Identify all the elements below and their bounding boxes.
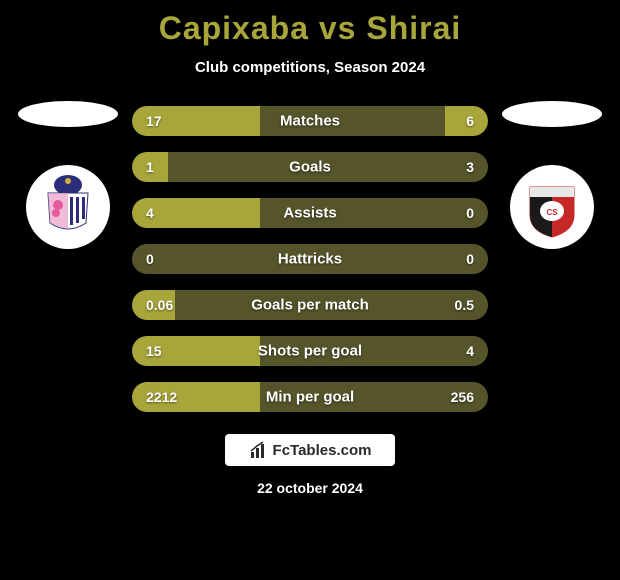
vs-text: vs [319,10,357,46]
player2-club-crest: CS [510,165,594,249]
player2-name: Shirai [366,10,461,46]
stat-value-right: 256 [451,389,474,405]
stat-value-right: 6 [466,113,474,129]
stat-label: Matches [280,113,340,130]
stat-value-left: 2212 [146,389,177,405]
stat-value-left: 17 [146,113,162,129]
brand-name: FcTables.com [273,442,372,459]
stat-bar-row: 17 Matches 6 [132,106,488,136]
subtitle: Club competitions, Season 2024 [0,59,620,76]
player1-silhouette [18,101,118,127]
date-label: 22 october 2024 [0,480,620,496]
stat-value-left: 0.06 [146,297,173,313]
svg-text:CS: CS [546,208,558,217]
stat-label: Goals [289,159,331,176]
chart-icon [249,440,269,460]
stat-value-right: 3 [466,159,474,175]
stat-bar-row: 0.06 Goals per match 0.5 [132,290,488,320]
player2-column: CS [492,106,612,249]
comparison-title: Capixaba vs Shirai [0,0,620,47]
stat-bars-container: 17 Matches 6 1 Goals 3 4 Assists 0 0 Hattricks 0 0.0… [128,106,492,412]
club-crest-right-icon: CS [518,173,586,241]
stat-value-left: 15 [146,343,162,359]
stat-bar-row: 2212 Min per goal 256 [132,382,488,412]
stat-label: Min per goal [266,389,354,406]
brand-badge[interactable]: FcTables.com [225,434,395,466]
stat-bar-row: 15 Shots per goal 4 [132,336,488,366]
stat-bar-row: 0 Hattricks 0 [132,244,488,274]
club-crest-left-icon [34,173,102,241]
stat-value-right: 0 [466,205,474,221]
stat-value-left: 0 [146,251,154,267]
stat-label: Goals per match [251,297,369,314]
stat-value-right: 4 [466,343,474,359]
stat-label: Assists [283,205,336,222]
player1-name: Capixaba [159,10,309,46]
player1-column [8,106,128,249]
stat-bar-row: 4 Assists 0 [132,198,488,228]
stat-bar-row: 1 Goals 3 [132,152,488,182]
stat-value-left: 1 [146,159,154,175]
main-comparison-area: 17 Matches 6 1 Goals 3 4 Assists 0 0 Hattricks 0 0.0… [0,106,620,412]
stat-value-right: 0 [466,251,474,267]
stat-value-left: 4 [146,205,154,221]
stat-label: Shots per goal [258,343,362,360]
player1-club-crest [26,165,110,249]
stat-value-right: 0.5 [455,297,474,313]
stat-label: Hattricks [278,251,342,268]
player2-silhouette [502,101,602,127]
